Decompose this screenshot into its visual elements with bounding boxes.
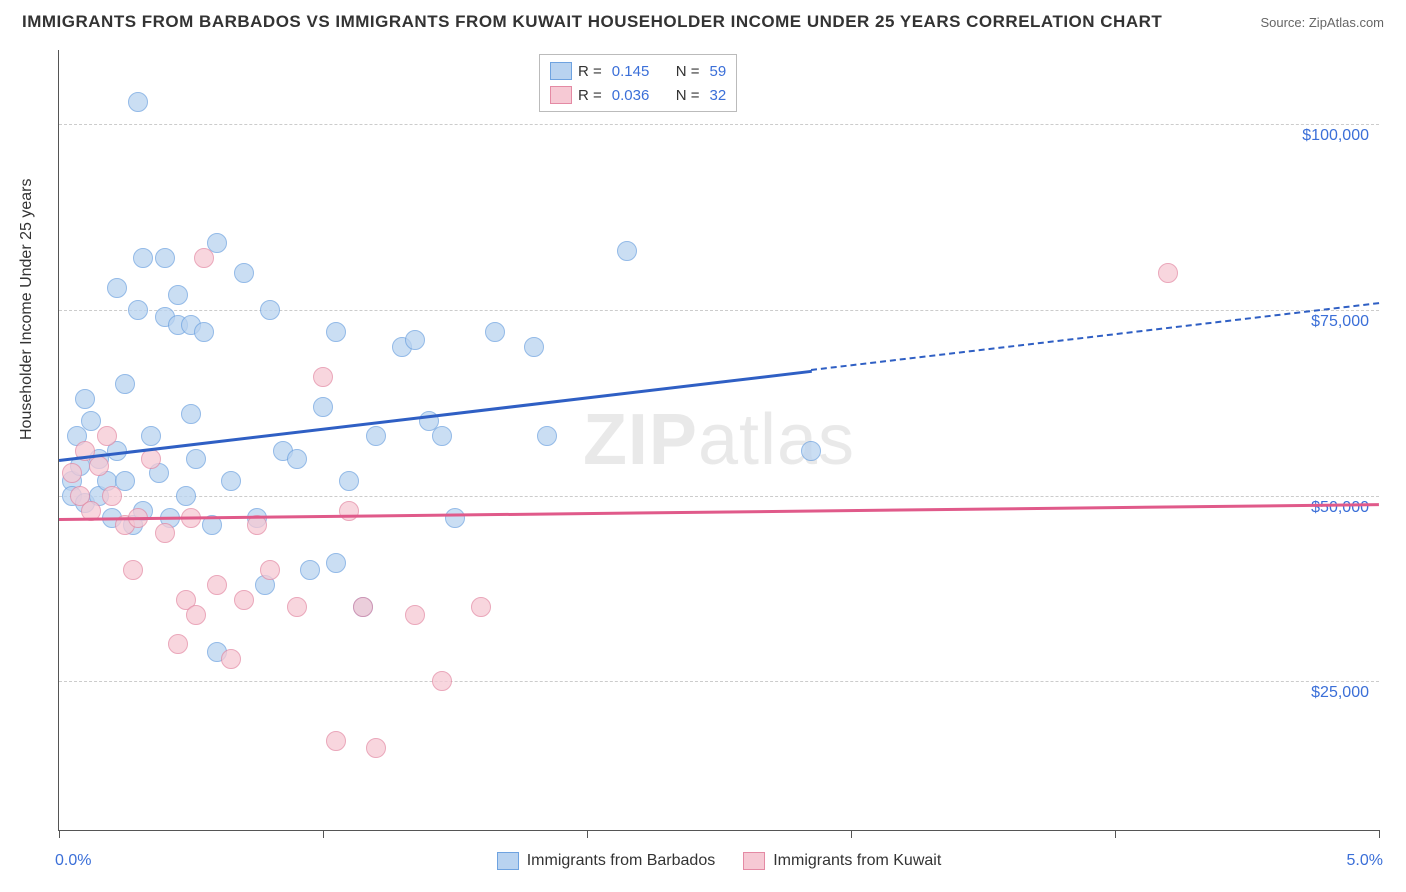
point-barbados (186, 449, 206, 469)
point-kuwait (89, 456, 109, 476)
point-barbados (485, 322, 505, 342)
x-tick-min: 0.0% (55, 852, 91, 870)
source-label: Source: ZipAtlas.com (1260, 15, 1384, 30)
point-barbados (445, 508, 465, 528)
legend-item-barbados: Immigrants from Barbados (497, 852, 716, 870)
point-barbados (81, 411, 101, 431)
point-kuwait (405, 605, 425, 625)
legend-item-kuwait: Immigrants from Kuwait (743, 852, 941, 870)
point-barbados (75, 389, 95, 409)
point-barbados (405, 330, 425, 350)
point-barbados (133, 248, 153, 268)
point-barbados (176, 486, 196, 506)
x-tick (59, 830, 60, 838)
point-kuwait (339, 501, 359, 521)
point-kuwait (168, 634, 188, 654)
point-barbados (107, 278, 127, 298)
y-tick-label: $100,000 (1302, 127, 1369, 145)
point-barbados (366, 426, 386, 446)
x-tick (1115, 830, 1116, 838)
point-barbados (181, 404, 201, 424)
legend-swatch-barbados (550, 62, 572, 80)
correlation-legend: R = 0.145 N = 59 R = 0.036 N = 32 (539, 54, 737, 112)
point-barbados (339, 471, 359, 491)
point-barbados (115, 374, 135, 394)
gridline (59, 496, 1379, 497)
x-tick (323, 830, 324, 838)
point-barbados (537, 426, 557, 446)
point-kuwait (432, 671, 452, 691)
point-kuwait (247, 515, 267, 535)
point-kuwait (1158, 263, 1178, 283)
point-barbados (524, 337, 544, 357)
point-kuwait (123, 560, 143, 580)
point-kuwait (62, 463, 82, 483)
point-kuwait (102, 486, 122, 506)
x-tick-max: 5.0% (1347, 852, 1383, 870)
point-barbados (617, 241, 637, 261)
point-kuwait (260, 560, 280, 580)
point-barbados (260, 300, 280, 320)
point-barbados (300, 560, 320, 580)
point-barbados (234, 263, 254, 283)
legend-row-kuwait: R = 0.036 N = 32 (550, 83, 726, 107)
legend-swatch-kuwait-icon (743, 852, 765, 870)
point-kuwait (326, 731, 346, 751)
point-kuwait (194, 248, 214, 268)
point-kuwait (221, 649, 241, 669)
point-kuwait (313, 367, 333, 387)
x-tick (1379, 830, 1380, 838)
gridline (59, 681, 1379, 682)
legend-swatch-kuwait (550, 86, 572, 104)
point-kuwait (207, 575, 227, 595)
point-barbados (168, 285, 188, 305)
point-barbados (194, 322, 214, 342)
point-barbados (326, 322, 346, 342)
point-kuwait (141, 449, 161, 469)
point-barbados (313, 397, 333, 417)
y-tick-label: $50,000 (1311, 499, 1369, 517)
point-barbados (326, 553, 346, 573)
point-kuwait (186, 605, 206, 625)
point-kuwait (234, 590, 254, 610)
trend-line (811, 303, 1379, 372)
x-tick (851, 830, 852, 838)
scatter-plot: ZIPatlas R = 0.145 N = 59 R = 0.036 N = … (58, 50, 1379, 831)
point-barbados (432, 426, 452, 446)
legend-row-barbados: R = 0.145 N = 59 (550, 59, 726, 83)
point-barbados (128, 300, 148, 320)
gridline (59, 310, 1379, 311)
y-axis-title: Householder Income Under 25 years (18, 179, 36, 440)
point-kuwait (287, 597, 307, 617)
point-barbados (801, 441, 821, 461)
point-kuwait (155, 523, 175, 543)
point-kuwait (366, 738, 386, 758)
point-kuwait (471, 597, 491, 617)
point-kuwait (353, 597, 373, 617)
point-barbados (287, 449, 307, 469)
series-legend: Immigrants from Barbados Immigrants from… (59, 852, 1379, 870)
point-barbados (141, 426, 161, 446)
trend-line (59, 369, 812, 461)
y-tick-label: $25,000 (1311, 684, 1369, 702)
point-kuwait (97, 426, 117, 446)
gridline (59, 124, 1379, 125)
legend-swatch-barbados-icon (497, 852, 519, 870)
watermark: ZIPatlas (583, 399, 855, 481)
point-barbados (221, 471, 241, 491)
chart-title: IMMIGRANTS FROM BARBADOS VS IMMIGRANTS F… (22, 12, 1162, 32)
y-tick-label: $75,000 (1311, 313, 1369, 331)
point-barbados (128, 92, 148, 112)
x-tick (587, 830, 588, 838)
point-barbados (155, 248, 175, 268)
